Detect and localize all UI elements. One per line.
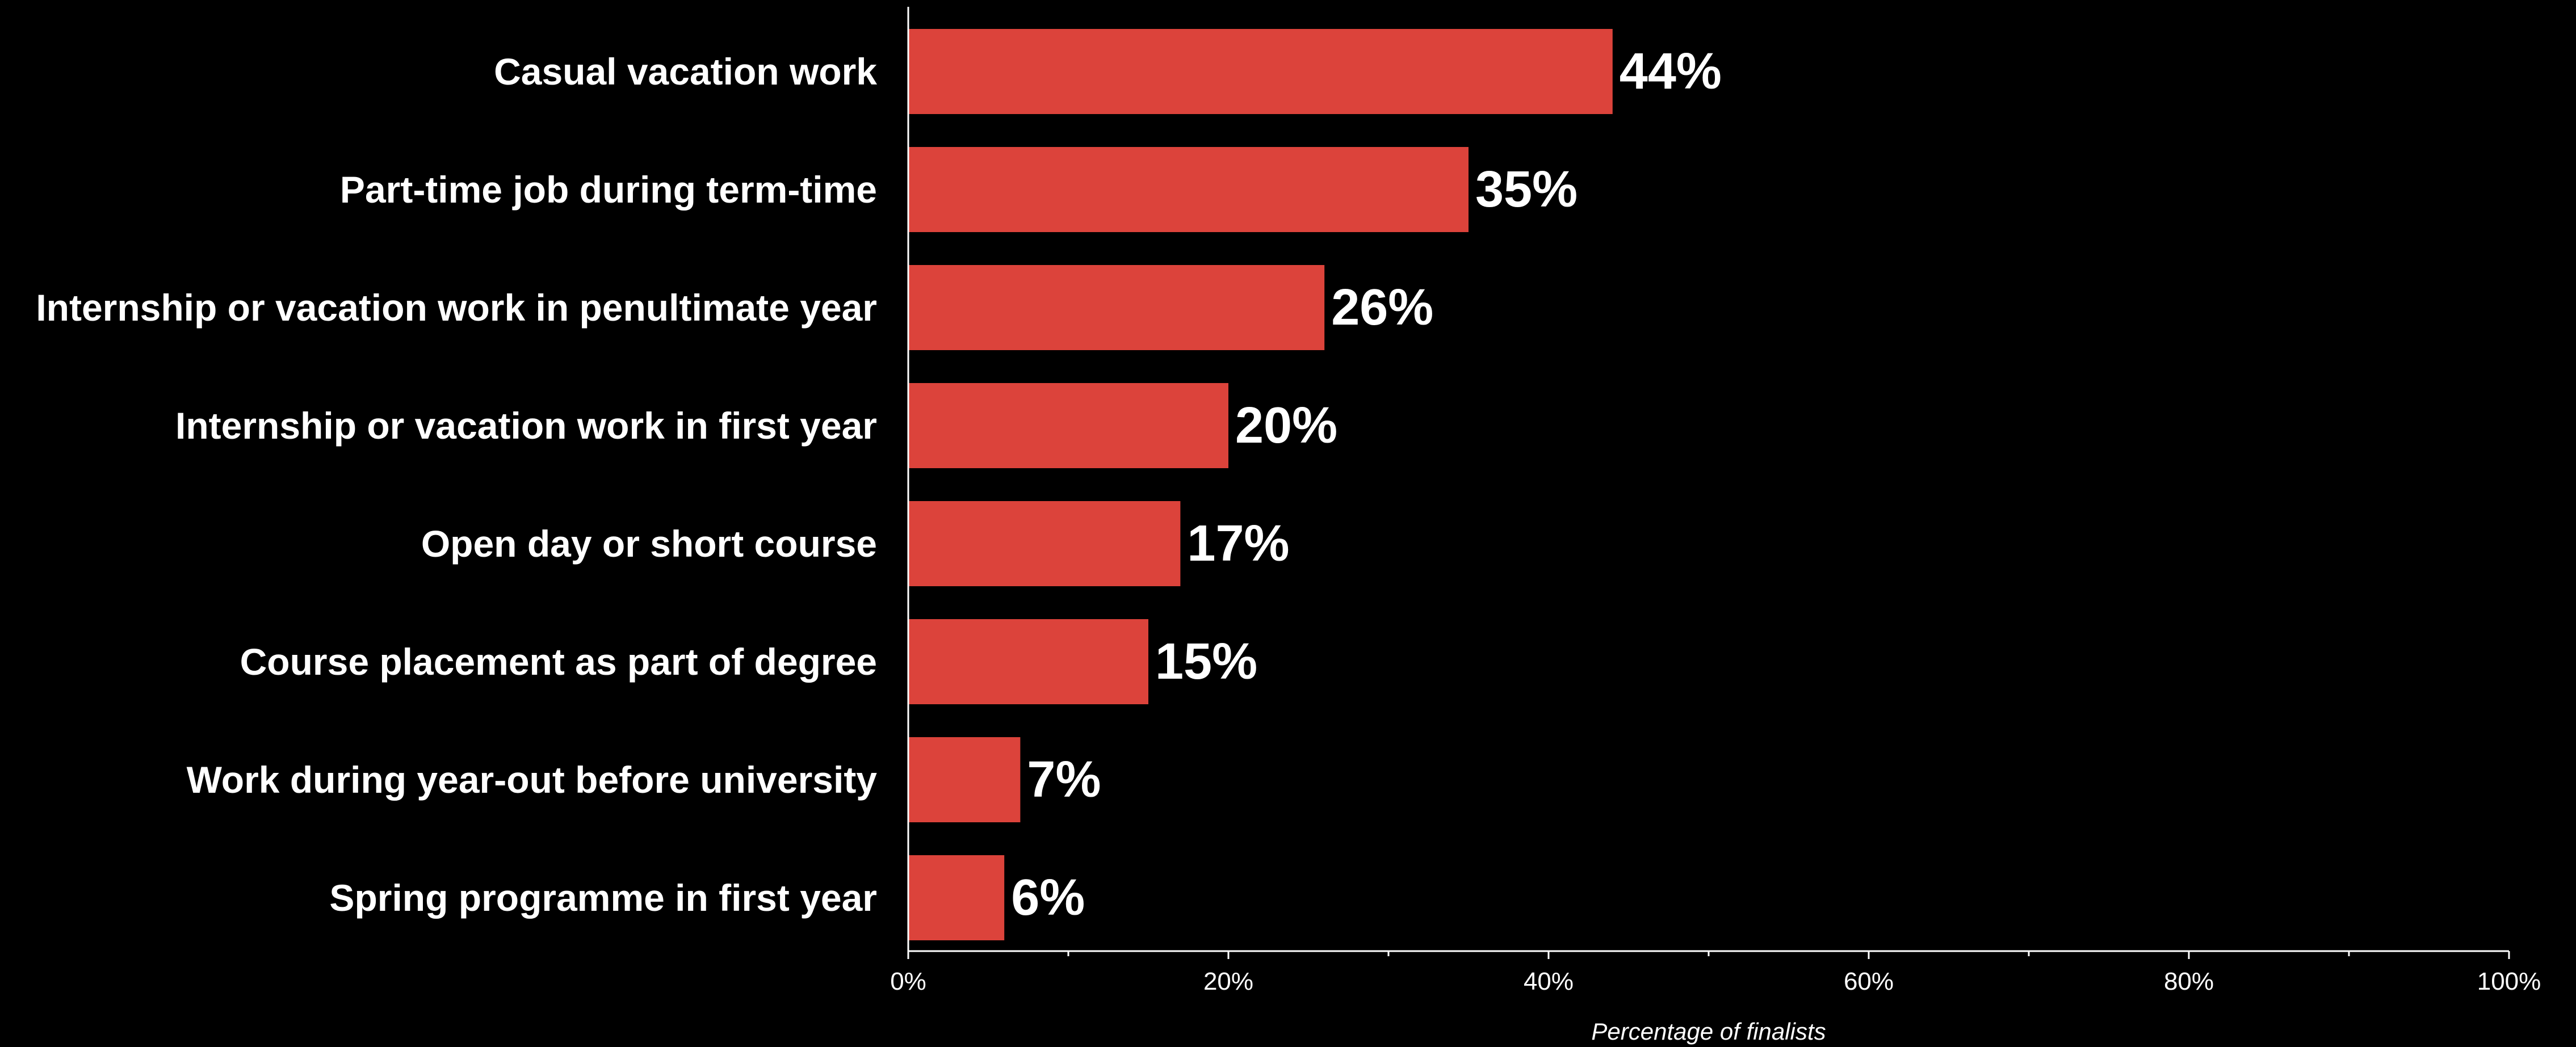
- category-label: Open day or short course: [421, 523, 877, 565]
- x-tick-label: 60%: [1844, 968, 1894, 995]
- x-tick-label: 40%: [1524, 968, 1574, 995]
- category-label: Internship or vacation work in first yea…: [175, 405, 877, 447]
- bar: [908, 501, 1181, 586]
- category-label: Work during year-out before university: [187, 759, 878, 801]
- data-label: 26%: [1331, 279, 1433, 336]
- data-label: 17%: [1187, 515, 1289, 572]
- x-axis-title: Percentage of finalists: [1591, 1018, 1826, 1045]
- bar: [908, 619, 1148, 704]
- data-label: 44%: [1620, 43, 1722, 100]
- data-label: 7%: [1027, 751, 1101, 808]
- axes-group: 0% 20% 40% 60% 80% 100%: [890, 7, 2541, 995]
- bar: [908, 737, 1021, 822]
- data-label: 20%: [1235, 397, 1337, 454]
- bar: [908, 383, 1228, 468]
- x-ticks-group: 0% 20% 40% 60% 80% 100%: [890, 951, 2541, 995]
- x-tick-label: 100%: [2477, 968, 2541, 995]
- category-label: Internship or vacation work in penultima…: [36, 287, 877, 329]
- category-labels-group: Casual vacation work Part-time job during…: [36, 51, 877, 919]
- category-label: Spring programme in first year: [329, 877, 877, 919]
- x-tick-label: 20%: [1203, 968, 1253, 995]
- x-tick-label: 80%: [2164, 968, 2214, 995]
- data-label: 35%: [1475, 161, 1578, 218]
- x-tick-label: 0%: [890, 968, 926, 995]
- bar: [908, 29, 1613, 114]
- category-label: Part-time job during term-time: [340, 169, 877, 211]
- category-label: Casual vacation work: [494, 51, 877, 92]
- data-label: 6%: [1011, 869, 1085, 926]
- bars-group: [908, 29, 1613, 940]
- data-label: 15%: [1155, 633, 1257, 690]
- bar: [908, 855, 1005, 940]
- data-labels-group: 44% 35% 26% 20% 17% 15% 7% 6%: [1011, 43, 1722, 926]
- category-label: Course placement as part of degree: [240, 641, 877, 683]
- bar: [908, 147, 1469, 232]
- bar: [908, 265, 1325, 350]
